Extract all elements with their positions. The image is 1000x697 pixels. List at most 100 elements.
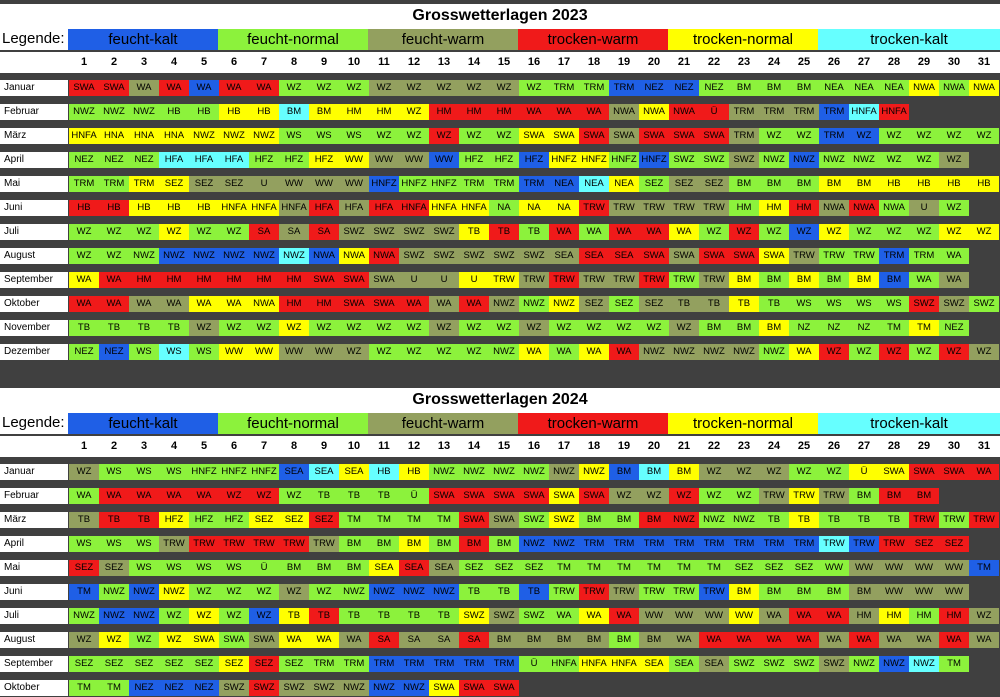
day-number: 24 [767, 440, 781, 452]
day-cell: BM [549, 632, 579, 648]
day-cell: WW [819, 560, 849, 576]
day-cell: TM [699, 560, 729, 576]
day-cell: WZ [969, 608, 999, 624]
day-cell: TRW [609, 200, 639, 216]
day-cell: TRW [639, 584, 669, 600]
day-cell: HM [849, 608, 879, 624]
day-cell: WA [219, 296, 249, 312]
day-cell: NWZ [159, 584, 189, 600]
month-label: April [0, 152, 68, 168]
day-cell: TRM [639, 536, 669, 552]
day-cell: WZ [429, 128, 459, 144]
day-cell: WZ [69, 464, 99, 480]
day-cell: BM [489, 632, 519, 648]
day-cell: WZ [639, 488, 669, 504]
day-cell: WA [189, 296, 219, 312]
day-cell: NZ [819, 320, 849, 336]
day-cell: BM [849, 584, 879, 600]
day-cell: WZ [159, 608, 189, 624]
day-cell: BM [759, 320, 789, 336]
day-cell: WZ [909, 344, 939, 360]
day-cell: TRM [609, 536, 639, 552]
day-cell: SWA [909, 464, 939, 480]
day-number: 25 [797, 440, 811, 452]
day-cell: WZ [669, 320, 699, 336]
legend-item-feucht-kalt: feucht-kalt [68, 29, 218, 50]
day-number: 4 [170, 56, 178, 68]
day-number: 10 [347, 440, 361, 452]
day-cell: Ü [849, 464, 879, 480]
day-cell: Ü [249, 560, 279, 576]
day-cell: SWA [219, 632, 249, 648]
day-cell: TB [399, 608, 429, 624]
day-cell: BM [759, 80, 789, 96]
month-row-januar: Januar WZ WS WS WS HNFZ HNFZ HNFZ SEA SEA SEA HB HB N… [0, 464, 1000, 480]
day-cell: HNFZ [429, 176, 459, 192]
day-cell: WS [129, 344, 159, 360]
month-row-august: August WZ WZ WZ WZ SWA SWA SWA WA WA WA SA SA SA SA BM B… [0, 632, 1000, 648]
day-cell: SEZ [129, 656, 159, 672]
day-number: 15 [497, 56, 511, 68]
day-cell: TB [849, 512, 879, 528]
day-cell: WZ [189, 584, 219, 600]
day-cell: TRW [489, 272, 519, 288]
day-cell: NZ [789, 320, 819, 336]
day-cell: TRM [759, 104, 789, 120]
day-cell: SEZ [219, 176, 249, 192]
day-number: 2 [110, 440, 118, 452]
day-cell: SEZ [249, 656, 279, 672]
day-cell: SWZ [729, 152, 759, 168]
day-cell: HNFZ [219, 464, 249, 480]
day-cell: WW [699, 608, 729, 624]
day-cell: SWA [699, 128, 729, 144]
day-cell: WZ [99, 248, 129, 264]
day-cell: SA [369, 632, 399, 648]
day-cell: WZ [219, 608, 249, 624]
day-cell: HNFZ [249, 464, 279, 480]
day-number: 31 [977, 56, 991, 68]
day-cell: HB [369, 464, 399, 480]
day-cell: WS [129, 560, 159, 576]
day-cell: WZ [519, 80, 549, 96]
day-number: 30 [947, 56, 961, 68]
month-row-mai: Mai SEZ SEZ WS WS WS WS Ü BM BM BM SEA SEA SEA SEZ SEZ S… [0, 560, 1000, 576]
day-cell: BM [729, 80, 759, 96]
day-cell: TRW [819, 536, 849, 552]
day-cell: TM [369, 512, 399, 528]
day-cell: TRM [339, 656, 369, 672]
day-cell: HNFZ [549, 152, 579, 168]
day-cell: NWZ [909, 656, 939, 672]
day-number: 12 [407, 440, 421, 452]
day-cell: BM [339, 560, 369, 576]
day-cell: WA [519, 344, 549, 360]
day-cell: SEZ [219, 656, 249, 672]
day-cell: WZ [969, 344, 999, 360]
day-cell: SWA [489, 512, 519, 528]
day-cell: TM [879, 320, 909, 336]
day-cell: TM [939, 656, 969, 672]
day-cell: WZ [939, 152, 969, 168]
day-cell: TM [339, 512, 369, 528]
day-cell: SWA [759, 248, 789, 264]
day-cell: HNFA [849, 104, 879, 120]
day-cell: SEA [639, 656, 669, 672]
day-cell: WS [159, 344, 189, 360]
day-cell: NWZ [399, 680, 429, 696]
day-cell: SWA [69, 80, 99, 96]
day-cell: BM [609, 512, 639, 528]
day-cell: HB [189, 104, 219, 120]
day-cell: SWA [609, 128, 639, 144]
day-cell: WZ [279, 320, 309, 336]
day-number: 23 [737, 440, 751, 452]
day-cell: NWA [309, 248, 339, 264]
day-cell: WS [879, 296, 909, 312]
month-row-märz: März TB TB TB HFZ HFZ HFZ SEZ SEZ SEZ TM TM TM TM SWA S… [0, 512, 1000, 528]
day-cell: SWA [489, 680, 519, 696]
day-cell: TRM [549, 80, 579, 96]
day-number: 9 [320, 440, 328, 452]
day-number: 27 [857, 440, 871, 452]
day-number: 24 [767, 56, 781, 68]
day-cell: SWZ [399, 248, 429, 264]
day-cell: SWZ [279, 680, 309, 696]
month-label: Juni [0, 584, 68, 600]
